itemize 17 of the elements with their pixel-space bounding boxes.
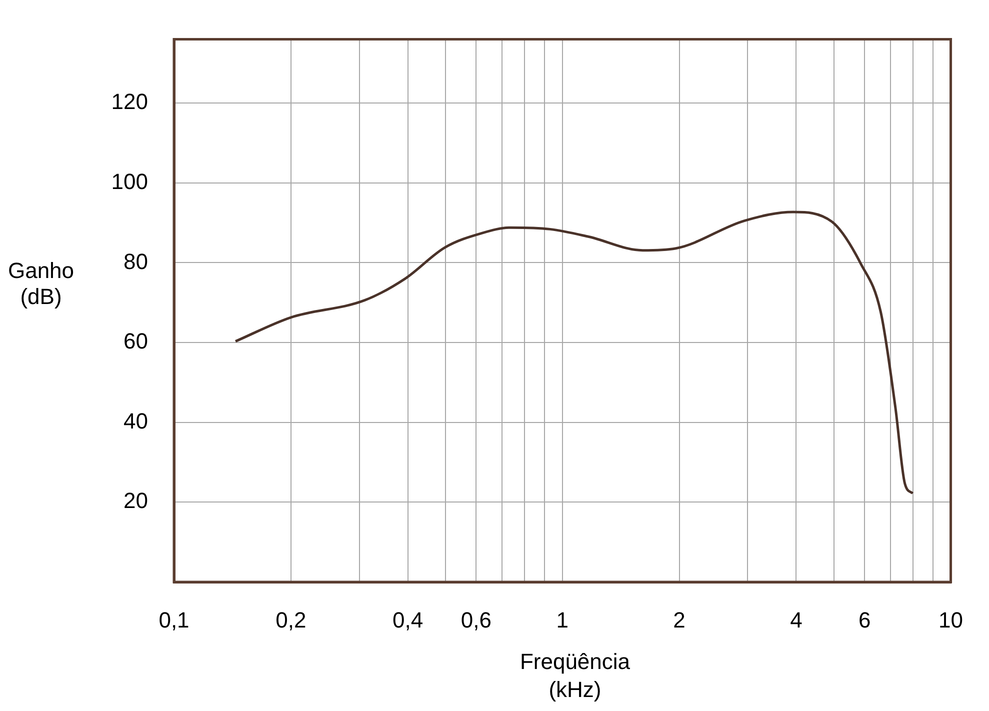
y-axis-title: Ganho (dB) <box>6 258 76 310</box>
x-tick-label: 4 <box>790 607 802 632</box>
y-tick-label: 80 <box>124 248 148 274</box>
y-tick-label: 40 <box>124 408 148 434</box>
y-tick-label: 20 <box>124 488 148 514</box>
x-tick-label: 0,6 <box>460 607 492 632</box>
x-tick-label: 10 <box>938 607 964 632</box>
x-tick-label: 2 <box>673 607 686 632</box>
y-tick-label: 100 <box>111 168 148 194</box>
y-tick-label: 120 <box>111 89 148 114</box>
x-tick-label: 0,1 <box>158 607 190 632</box>
y-tick-label: 60 <box>124 328 148 354</box>
x-tick-label: 6 <box>858 607 871 632</box>
x-axis-title: Freqüência (kHz) <box>518 648 632 704</box>
x-tick-label: 0,4 <box>392 607 424 632</box>
x-tick-label: 1 <box>556 607 569 632</box>
x-tick-label: 0,2 <box>276 607 306 632</box>
